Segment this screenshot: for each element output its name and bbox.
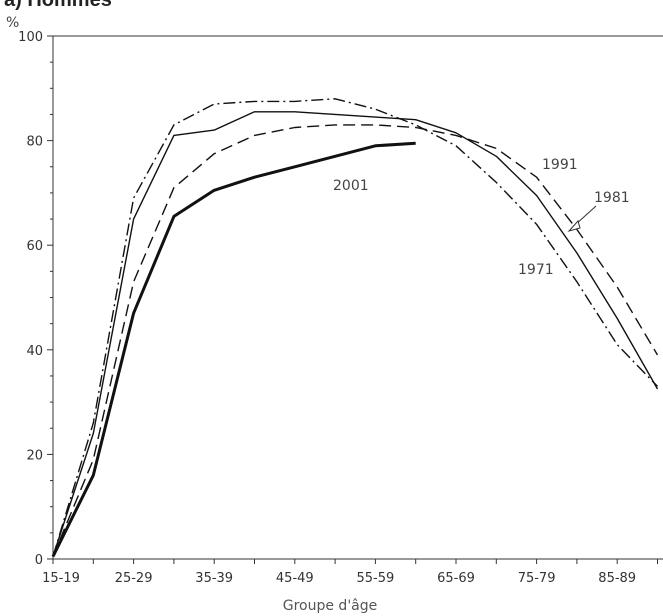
series-labels: 2001 1991 1981 1971 <box>333 157 630 278</box>
x-tick-label: 65-69 <box>437 571 475 586</box>
series-label-1991: 1991 <box>542 157 578 173</box>
x-tick-label: 25-29 <box>115 571 153 586</box>
y-tick-label: 20 <box>26 448 43 463</box>
x-tick-label: 15-19 <box>42 571 80 586</box>
series-line-1981 <box>52 111 659 557</box>
series-lines <box>51 98 659 558</box>
y-tick-label: 40 <box>26 344 43 359</box>
x-axis-ticks: 15-19 25-29 35-39 45-49 55-59 65-69 75-79 85-89 <box>42 559 658 586</box>
x-axis-title: Groupe d'âge <box>283 598 378 614</box>
series-line-2001 <box>51 141 416 558</box>
series-line-1971 <box>52 98 659 557</box>
axes <box>52 35 663 560</box>
x-tick-label: 75-79 <box>518 571 556 586</box>
y-tick-label: 100 <box>18 30 43 45</box>
chart-title: a) Hommes <box>4 0 112 11</box>
x-tick-label: 55-59 <box>357 571 395 586</box>
label-arrow-1981 <box>567 219 581 232</box>
y-tick-label: 60 <box>26 239 43 254</box>
series-label-1981: 1981 <box>594 190 630 206</box>
series-label-2001: 2001 <box>333 178 369 194</box>
y-tick-label: 80 <box>26 135 43 150</box>
x-tick-label: 45-49 <box>276 571 314 586</box>
x-tick-label: 85-89 <box>598 571 636 586</box>
y-tick-label: 0 <box>35 553 43 568</box>
y-axis-ticks: 0 20 40 60 80 100 <box>18 30 53 568</box>
series-label-1971: 1971 <box>518 262 554 278</box>
series-line-1991 <box>52 124 659 557</box>
y-axis-unit-label: % <box>6 15 19 31</box>
x-tick-label: 35-39 <box>195 571 233 586</box>
